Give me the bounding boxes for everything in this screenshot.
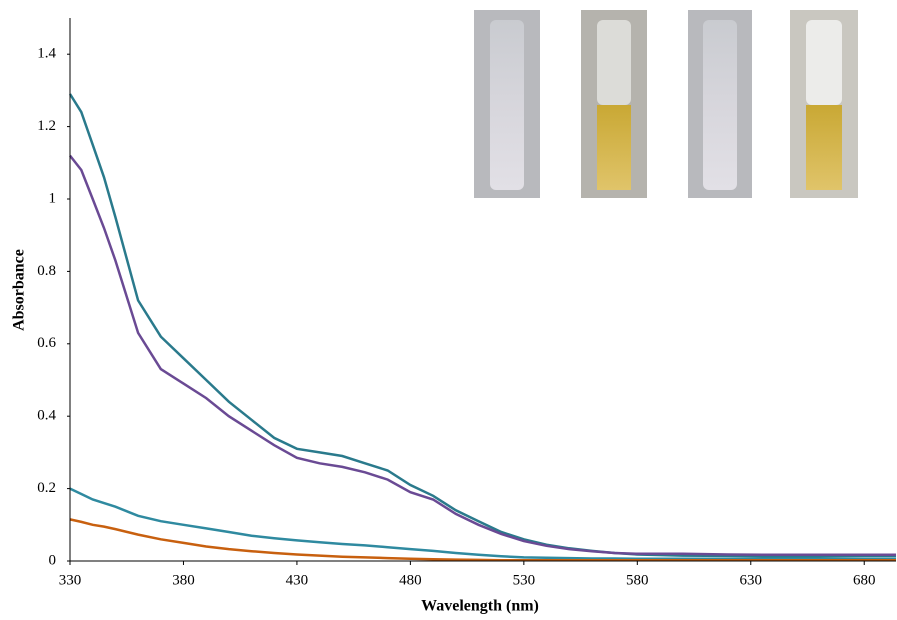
y-tick-label: 0.6 [37, 335, 56, 351]
y-tick-label: 1.4 [37, 46, 56, 62]
x-axis-title: Wavelength (nm) [421, 598, 539, 615]
x-tick-label: 630 [740, 572, 763, 588]
x-tick-label: 480 [399, 572, 422, 588]
series-line [69, 154, 896, 557]
x-tick-label: 330 [59, 572, 82, 588]
y-tick-label: 0.8 [37, 263, 56, 279]
y-axis-title: Absorbance [11, 249, 28, 331]
series-line [69, 487, 896, 561]
y-tick-label: 1.2 [37, 118, 56, 134]
series-line [69, 518, 896, 562]
y-tick-label: 1 [49, 190, 57, 206]
y-tick-label: 0.4 [37, 408, 56, 424]
x-tick-label: 530 [513, 572, 536, 588]
y-tick-label: 0 [49, 552, 57, 568]
vial-photos [474, 10, 858, 198]
x-tick-label: 380 [172, 572, 195, 588]
y-tick-label: 0.2 [37, 480, 56, 496]
x-tick-label: 580 [626, 572, 649, 588]
x-tick-label: 680 [853, 572, 876, 588]
x-tick-label: 430 [286, 572, 309, 588]
